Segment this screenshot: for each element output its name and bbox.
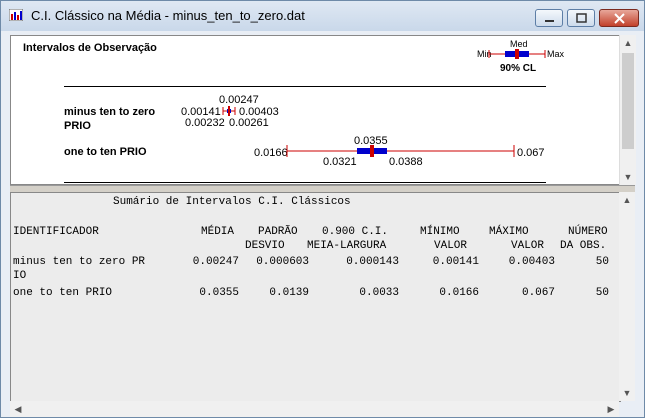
scroll-up-icon[interactable]: ▲ (623, 38, 633, 48)
chart-app-icon (9, 9, 23, 21)
minimize-icon (545, 20, 554, 22)
header-meia-largura: MEIA-LARGURA (307, 240, 387, 252)
row2-label: one to ten PRIO (64, 146, 147, 158)
row2-ci-low-value: 0.0321 (323, 156, 357, 168)
header-media: MÉDIA (201, 226, 235, 238)
row2-maximo: 0.067 (521, 287, 555, 299)
observation-intervals-graph: Intervalos de Observação Med Min Max 90%… (10, 35, 621, 185)
close-icon (614, 13, 625, 24)
header-padrao: PADRÃO (258, 226, 298, 238)
row2-max-value: 0.067 (517, 147, 545, 159)
row1-meia-largura: 0.000143 (346, 256, 399, 268)
maximize-icon (576, 13, 587, 23)
graph-heading: Intervalos de Observação (23, 42, 157, 54)
row2-identificador: one to ten PRIO (13, 287, 113, 299)
graph-scroll-thumb[interactable] (622, 53, 634, 149)
row1-maximo: 0.00403 (508, 256, 555, 268)
scroll-left-icon[interactable]: ◀ (14, 404, 22, 414)
legend-max-label: Max (547, 49, 565, 59)
row1-media: 0.00247 (192, 256, 239, 268)
row1-min-value: 0.00141 (181, 106, 221, 118)
row1-max-value: 0.00403 (239, 106, 279, 118)
row1-desvio: 0.000603 (256, 256, 309, 268)
header-numero: NÚMERO (568, 226, 608, 238)
row1-ci-low-value: 0.00232 (185, 117, 225, 129)
title-bar[interactable]: C.I. Clássico na Média - minus_ten_to_ze… (1, 1, 644, 31)
header-numero-obs: DA OBS. (560, 240, 607, 252)
row2-desvio: 0.0139 (269, 287, 309, 299)
graph-bottom-rule (64, 182, 546, 183)
row1-numero: 50 (595, 256, 609, 268)
graph-vertical-scrollbar[interactable]: ▲ ▼ (619, 35, 636, 185)
row1-identificador-cont: IO (13, 270, 27, 282)
summary-report: Sumário de Intervalos C.I. Clássicos IDE… (10, 192, 621, 402)
legend-interval-icon (488, 49, 546, 59)
row1-identificador: minus ten to zero PR (13, 256, 146, 268)
row1-ci-high-value: 0.00261 (229, 117, 269, 129)
row2-min-value: 0.0166 (254, 147, 288, 159)
header-identificador: IDENTIFICADOR (13, 226, 99, 238)
header-maximo: MÁXIMO (489, 226, 529, 238)
row2-numero: 50 (595, 287, 609, 299)
graph-top-rule (64, 86, 546, 87)
window-title: C.I. Clássico na Média - minus_ten_to_ze… (31, 8, 305, 23)
row1-minimo: 0.00141 (432, 256, 479, 268)
header-minimo: MÍNIMO (420, 226, 460, 238)
header-ci: 0.900 C.I. (322, 226, 389, 238)
minimize-button[interactable] (535, 9, 563, 27)
row1-mean-value: 0.00247 (219, 94, 259, 106)
row2-interval-marker (286, 145, 515, 157)
row2-mean-value: 0.0355 (354, 135, 388, 147)
row2-meia-largura: 0.0033 (359, 287, 399, 299)
scroll-down-icon[interactable]: ▼ (623, 172, 633, 182)
row1-label-line2: PRIO (64, 120, 91, 132)
legend-min-label: Min (477, 49, 492, 59)
header-maximo-valor: VALOR (511, 240, 545, 252)
row2-ci-high-value: 0.0388 (389, 156, 423, 168)
report-scroll-up-icon[interactable]: ▲ (622, 195, 632, 205)
legend-med-label: Med (510, 39, 528, 49)
scroll-right-icon[interactable]: ▶ (607, 404, 615, 414)
report-horizontal-scrollbar[interactable]: ◀ ▶ (10, 401, 619, 417)
row1-interval-marker (222, 106, 236, 116)
row2-minimo: 0.0166 (439, 287, 479, 299)
row1-label-line1: minus ten to zero (64, 106, 156, 118)
legend-ci-label: 90% CL (500, 63, 537, 74)
header-minimo-valor: VALOR (434, 240, 468, 252)
maximize-button[interactable] (567, 9, 595, 27)
row2-media: 0.0355 (199, 287, 239, 299)
close-button[interactable] (599, 9, 639, 27)
report-title: Sumário de Intervalos C.I. Clássicos (113, 196, 351, 208)
header-desvio: DESVIO (245, 240, 285, 252)
report-scroll-down-icon[interactable]: ▼ (622, 388, 632, 398)
report-vertical-scrollbar[interactable]: ▲ ▼ (619, 192, 635, 401)
